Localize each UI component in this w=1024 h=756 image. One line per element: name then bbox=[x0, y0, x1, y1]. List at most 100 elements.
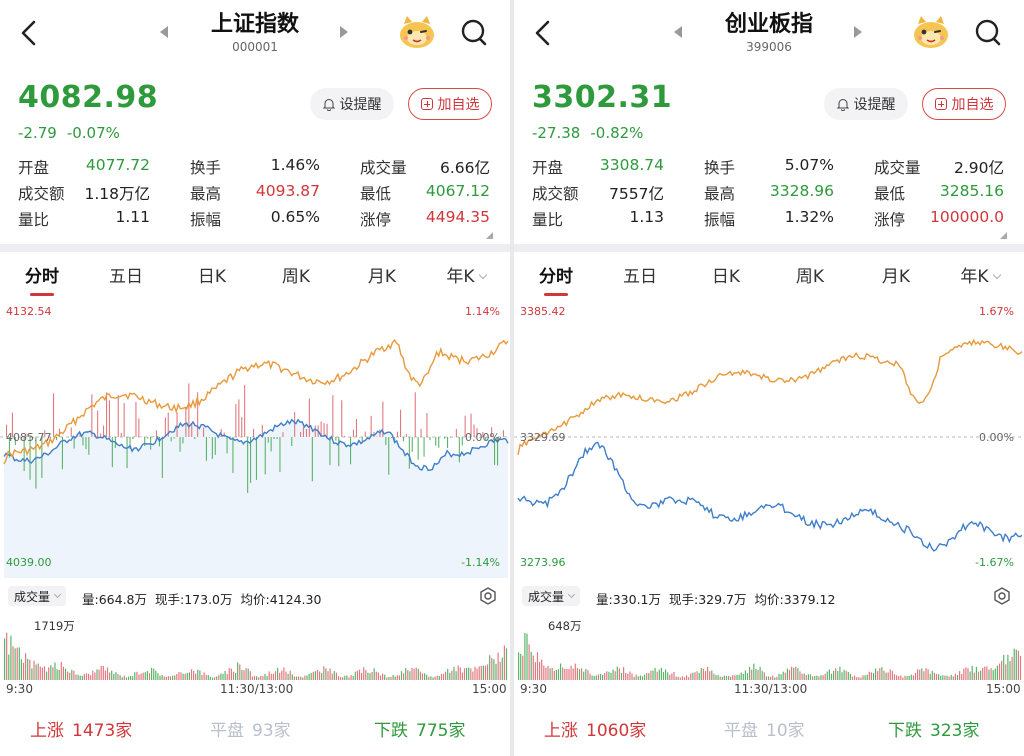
volume-bar bbox=[841, 672, 843, 680]
divider bbox=[514, 244, 1024, 252]
volume-bar bbox=[746, 673, 749, 680]
breadth-down-label: 下跌 bbox=[888, 721, 922, 741]
volume-bar bbox=[449, 672, 451, 680]
settings-hexagon-icon[interactable] bbox=[478, 586, 498, 606]
volume-bar bbox=[436, 675, 438, 680]
volume-current: 现手:173.0万 bbox=[155, 592, 233, 607]
volume-bar bbox=[388, 677, 390, 680]
stat-label: 量比 bbox=[532, 211, 564, 229]
volume-bar bbox=[900, 675, 902, 680]
volume-bar bbox=[127, 676, 130, 680]
volume-chart[interactable]: 1719万 bbox=[0, 614, 510, 680]
tab-5[interactable]: 年K bbox=[950, 262, 1010, 287]
volume-bar bbox=[253, 676, 256, 680]
volume-bar bbox=[188, 672, 190, 680]
next-index-arrow-icon[interactable] bbox=[854, 26, 862, 38]
tab-4[interactable]: 月K bbox=[352, 262, 412, 287]
flow-bar bbox=[132, 437, 134, 440]
volume-bar bbox=[172, 675, 174, 680]
tab-4[interactable]: 月K bbox=[866, 262, 926, 287]
prev-index-arrow-icon[interactable] bbox=[674, 26, 682, 38]
header: 创业板指 399006 bbox=[514, 0, 1024, 66]
volume-bar bbox=[933, 672, 935, 680]
flow-bar bbox=[417, 437, 419, 460]
mascot-icon[interactable] bbox=[912, 14, 950, 50]
volume-bar bbox=[795, 666, 797, 680]
volume-bar bbox=[228, 668, 230, 680]
flow-bar bbox=[123, 402, 125, 437]
volume-bar bbox=[377, 672, 379, 680]
volume-bar bbox=[879, 668, 881, 680]
indicator-selector[interactable]: 成交量 bbox=[8, 586, 67, 606]
volume-bar bbox=[870, 672, 872, 680]
volume-bar bbox=[891, 671, 893, 680]
volume-bar bbox=[329, 668, 331, 680]
set-alert-button[interactable]: 设提醒 bbox=[310, 88, 394, 120]
add-watchlist-button[interactable]: 加自选 bbox=[408, 88, 492, 120]
tab-5[interactable]: 年K bbox=[436, 262, 496, 287]
tab-1[interactable]: 五日 bbox=[96, 262, 156, 287]
volume-bar bbox=[12, 646, 14, 680]
intraday-chart[interactable]: 3385.42 3329.69 3273.96 1.67% 0.00% -1.67% bbox=[514, 296, 1024, 578]
flow-bar bbox=[364, 431, 366, 437]
flow-bar bbox=[314, 425, 316, 437]
mascot-icon[interactable] bbox=[398, 14, 436, 50]
set-alert-button[interactable]: 设提醒 bbox=[824, 88, 908, 120]
stat-label: 换手 bbox=[704, 159, 736, 177]
pct-low-label: -1.67% bbox=[975, 556, 1014, 569]
volume-bar bbox=[300, 676, 302, 680]
volume-bar bbox=[197, 669, 199, 680]
tab-3[interactable]: 周K bbox=[266, 262, 326, 287]
flow-bar bbox=[153, 436, 155, 437]
tab-1[interactable]: 五日 bbox=[610, 262, 670, 287]
expand-corner-icon[interactable] bbox=[486, 232, 493, 239]
volume-bar bbox=[407, 670, 409, 680]
tab-3[interactable]: 周K bbox=[780, 262, 840, 287]
volume-bar bbox=[1007, 654, 1009, 680]
volume-bar bbox=[71, 669, 73, 680]
volume-bar bbox=[591, 675, 593, 680]
flow-bar bbox=[35, 437, 37, 489]
volume-bar bbox=[583, 671, 585, 680]
flow-bar bbox=[470, 413, 472, 437]
flow-bar bbox=[376, 436, 378, 437]
volume-bar bbox=[793, 667, 795, 680]
plus-icon bbox=[934, 98, 947, 110]
indicator-selector[interactable]: 成交量 bbox=[522, 586, 581, 606]
volume-bar bbox=[990, 668, 992, 680]
volume-bar bbox=[453, 667, 455, 680]
volume-bar bbox=[751, 669, 753, 680]
volume-bar bbox=[721, 677, 723, 680]
tab-2[interactable]: 日K bbox=[182, 262, 242, 287]
time-label-midday: 11:30/13:00 bbox=[734, 682, 808, 696]
tab-0[interactable]: 分时 bbox=[12, 262, 72, 287]
volume-bar bbox=[543, 665, 545, 680]
flow-bar bbox=[382, 401, 384, 437]
settings-hexagon-icon[interactable] bbox=[992, 586, 1012, 606]
intraday-chart[interactable]: 4132.54 4085.77 4039.00 1.14% 0.00% -1.14% bbox=[0, 296, 510, 578]
stat-value: 4077.72 bbox=[85, 156, 150, 174]
back-arrow-icon[interactable] bbox=[16, 16, 42, 50]
flow-bar bbox=[476, 428, 478, 437]
volume-bar bbox=[361, 672, 363, 680]
volume-bar bbox=[459, 667, 461, 680]
search-icon[interactable] bbox=[974, 18, 1002, 48]
back-arrow-icon[interactable] bbox=[530, 16, 556, 50]
volume-chart[interactable]: 648万 bbox=[514, 614, 1024, 680]
divider bbox=[0, 244, 510, 252]
add-watchlist-button[interactable]: 加自选 bbox=[922, 88, 1006, 120]
flow-bar bbox=[320, 421, 322, 437]
flow-bar bbox=[464, 415, 466, 437]
search-icon[interactable] bbox=[460, 18, 488, 48]
expand-corner-icon[interactable] bbox=[1000, 232, 1007, 239]
volume-bar bbox=[847, 671, 849, 680]
volume-bar bbox=[959, 671, 961, 680]
next-index-arrow-icon[interactable] bbox=[340, 26, 348, 38]
tab-0[interactable]: 分时 bbox=[526, 262, 586, 287]
volume-bar bbox=[826, 671, 828, 680]
prev-index-arrow-icon[interactable] bbox=[160, 26, 168, 38]
volume-bar bbox=[111, 670, 113, 680]
tab-2[interactable]: 日K bbox=[696, 262, 756, 287]
flow-bar bbox=[332, 395, 334, 437]
bell-icon bbox=[322, 98, 335, 111]
